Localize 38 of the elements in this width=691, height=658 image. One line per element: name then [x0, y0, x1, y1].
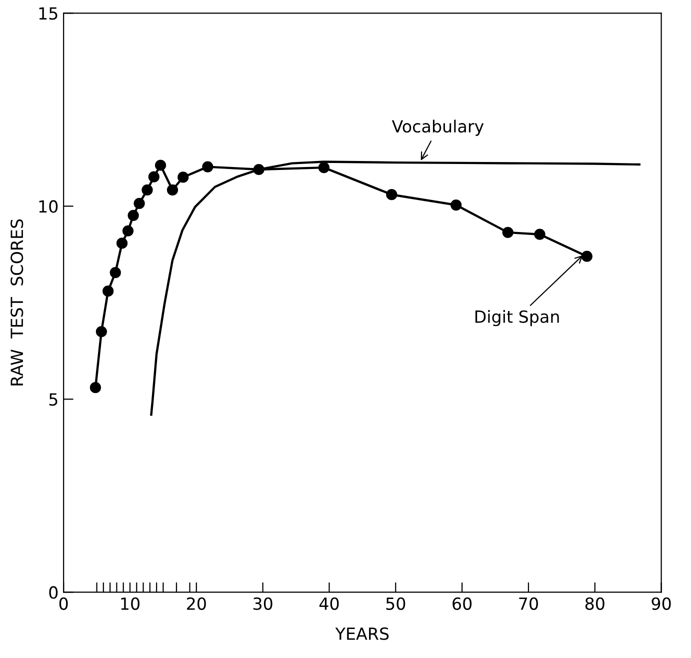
point	[581, 250, 592, 262]
point	[178, 172, 189, 183]
annotation: Vocabulary	[392, 120, 484, 136]
point	[110, 267, 121, 278]
x-tick-label: 60	[452, 597, 472, 610]
y-tick-label: 0	[49, 586, 58, 599]
x-tick-label: 40	[319, 597, 339, 610]
point	[318, 162, 330, 174]
x-tick-label: 50	[386, 597, 406, 610]
point	[134, 198, 145, 210]
point	[96, 326, 107, 338]
point	[116, 238, 128, 249]
x-tick-label: 0	[59, 597, 68, 610]
point	[128, 210, 139, 221]
y-tick-label: 10	[39, 200, 58, 213]
point	[148, 171, 160, 182]
point	[202, 161, 214, 172]
point	[534, 228, 546, 240]
point	[502, 226, 514, 238]
point	[154, 160, 166, 171]
point	[102, 286, 114, 297]
point	[90, 382, 102, 394]
y-tick-label: 15	[39, 7, 58, 20]
y-tick-label: 5	[49, 393, 58, 406]
point	[450, 199, 462, 211]
x-tick-label: 90	[652, 597, 671, 610]
point	[166, 184, 178, 196]
x-axis-title: YEARS	[335, 627, 389, 640]
x-tick-label: 20	[187, 597, 206, 610]
y-axis-title: RAW TEST SCORES	[10, 219, 24, 386]
x-tick-label: 10	[121, 597, 140, 610]
x-tick-label: 70	[519, 597, 538, 610]
point	[122, 225, 134, 236]
point	[142, 184, 153, 196]
annotation: Digit Span	[475, 310, 559, 326]
x-tick-label: 80	[585, 597, 604, 610]
x-tick-label: 30	[253, 597, 272, 610]
point	[386, 189, 398, 200]
